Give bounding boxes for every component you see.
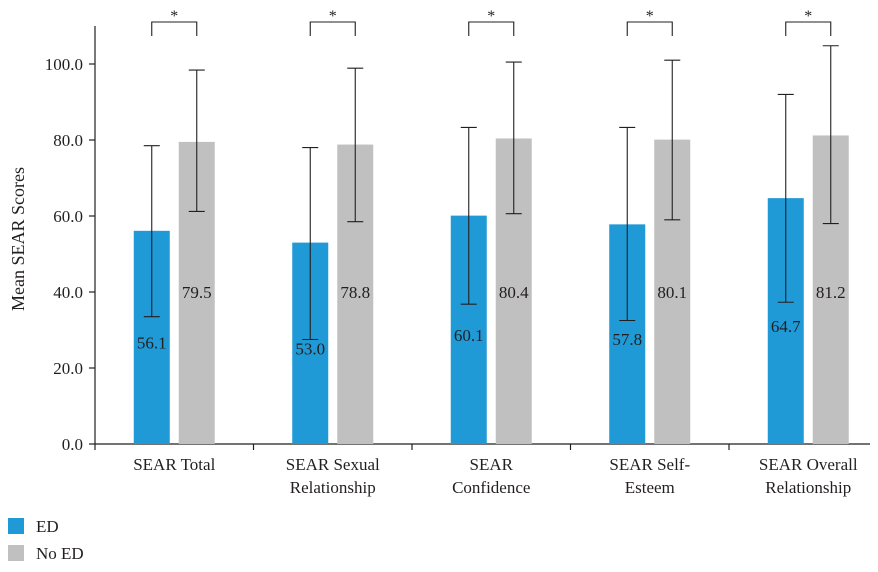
data-labels: 56.1 79.5 53.0 78.8 60.1 80.4 57.8 80.1 64.7 81.2 <box>137 283 846 358</box>
legend-swatch-no-ed <box>8 545 24 561</box>
significance-bracket <box>626 21 673 36</box>
legend-swatch-ed <box>8 518 24 534</box>
x-axis: SEAR Total SEAR Sexual Relationship SEAR Con… <box>94 443 870 497</box>
x-tick-label: SEAR Total <box>133 455 215 474</box>
significance-star: * <box>646 8 654 25</box>
bars <box>133 135 849 445</box>
data-label: 80.1 <box>657 283 687 302</box>
x-tick-label: Confidence <box>452 478 530 497</box>
data-label: 79.5 <box>182 283 212 302</box>
x-tick-label: SEAR <box>470 455 514 474</box>
significance-bracket <box>468 21 515 36</box>
x-tick-label: SEAR Overall <box>759 455 858 474</box>
data-label: 78.8 <box>340 283 370 302</box>
y-tick-label: 0.0 <box>62 435 83 454</box>
x-tick-label: Relationship <box>765 478 851 497</box>
x-tick-label: Relationship <box>290 478 376 497</box>
x-tick-label: SEAR Sexual <box>286 455 380 474</box>
y-tick-label: 20.0 <box>53 359 83 378</box>
y-tick-label: 40.0 <box>53 283 83 302</box>
data-label: 56.1 <box>137 333 167 352</box>
significance-star: * <box>170 8 178 25</box>
significance-star: * <box>487 8 495 25</box>
legend-label-ed: ED <box>36 517 59 536</box>
x-tick-label: Esteem <box>625 478 675 497</box>
significance-bracket <box>151 21 198 36</box>
significance-star: * <box>329 8 337 25</box>
error-bars <box>143 45 839 341</box>
x-tick-label: SEAR Self- <box>609 455 690 474</box>
y-tick-label: 100.0 <box>45 55 83 74</box>
data-label: 53.0 <box>295 339 325 358</box>
legend-label-no-ed: No ED <box>36 544 84 563</box>
significance-bracket <box>785 21 832 36</box>
data-label: 80.4 <box>499 283 529 302</box>
significance-bracket <box>309 21 356 36</box>
y-axis: 0.0 20.0 40.0 60.0 80.0 100.0 <box>45 26 96 454</box>
y-tick-label: 80.0 <box>53 131 83 150</box>
data-label: 57.8 <box>612 330 642 349</box>
y-tick-label: 60.0 <box>53 207 83 226</box>
significance-star: * <box>804 8 812 25</box>
data-label: 64.7 <box>771 317 801 336</box>
y-axis-title: Mean SEAR Scores <box>8 167 28 311</box>
significance-brackets: * * * * * <box>151 8 832 36</box>
data-label: 81.2 <box>816 283 846 302</box>
data-label: 60.1 <box>454 326 484 345</box>
legend: ED No ED <box>8 517 84 563</box>
